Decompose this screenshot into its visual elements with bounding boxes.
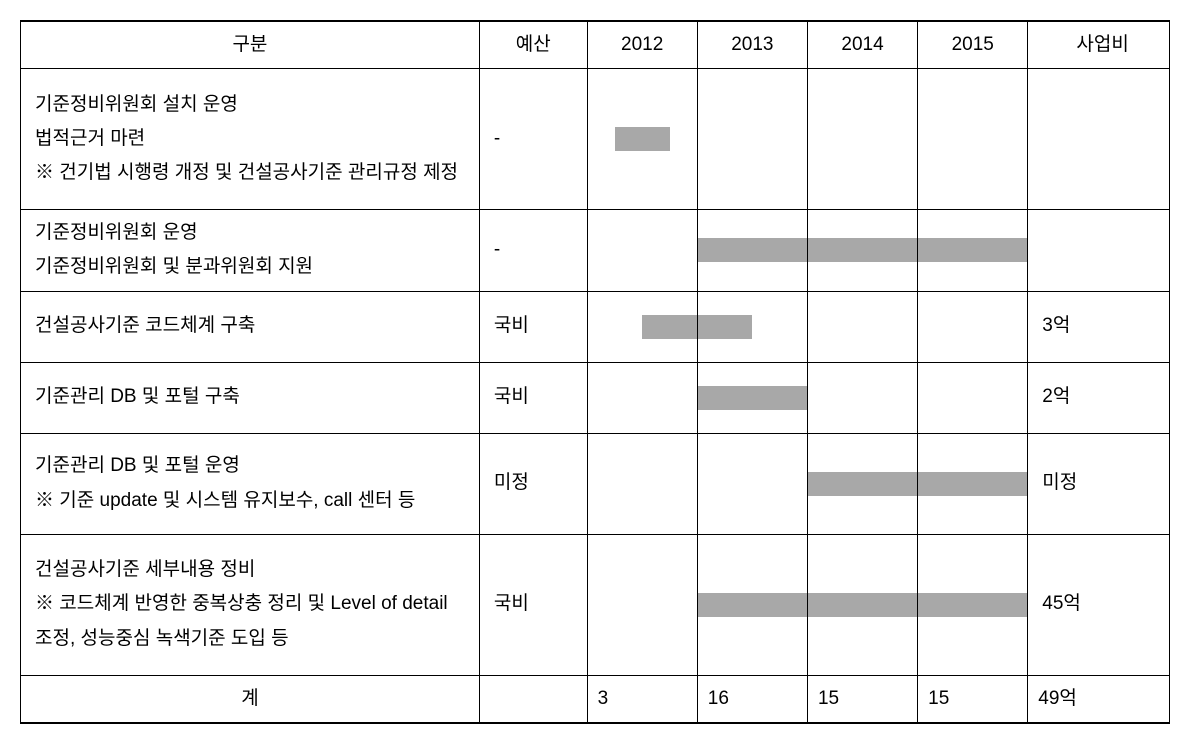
budget-cell: 국비 — [479, 534, 587, 675]
budget-cell: 국비 — [479, 362, 587, 433]
year-cell-2014 — [807, 210, 917, 291]
year-cell-2014 — [807, 362, 917, 433]
total-y2014: 15 — [807, 675, 917, 723]
year-cell-2012 — [587, 69, 697, 210]
desc-cell: 기준정비위원회 설치 운영법적근거 마련※ 건기법 시행령 개정 및 건설공사기… — [21, 69, 480, 210]
header-row: 구분 예산 2012 2013 2014 2015 사업비 — [21, 21, 1170, 69]
gantt-bar — [698, 315, 753, 339]
table-row: 기준정비위원회 운영기준정비위원회 및 분과위원회 지원- — [21, 210, 1170, 291]
budget-cell: 미정 — [479, 433, 587, 534]
year-cell-2015 — [918, 210, 1028, 291]
year-cell-2015 — [918, 69, 1028, 210]
year-cell-2012 — [587, 433, 697, 534]
header-2013: 2013 — [697, 21, 807, 69]
cost-cell: 2억 — [1028, 362, 1170, 433]
gantt-bar — [808, 593, 917, 617]
header-category: 구분 — [21, 21, 480, 69]
table-body: 기준정비위원회 설치 운영법적근거 마련※ 건기법 시행령 개정 및 건설공사기… — [21, 69, 1170, 723]
year-cell-2012 — [587, 534, 697, 675]
total-y2012: 3 — [587, 675, 697, 723]
gantt-bar — [918, 472, 1027, 496]
year-cell-2013 — [697, 210, 807, 291]
header-cost: 사업비 — [1028, 21, 1170, 69]
budget-cell: - — [479, 69, 587, 210]
cost-cell: 3억 — [1028, 291, 1170, 362]
year-cell-2013 — [697, 534, 807, 675]
table-row: 건설공사기준 코드체계 구축국비 3억 — [21, 291, 1170, 362]
header-2012: 2012 — [587, 21, 697, 69]
table-row: 기준정비위원회 설치 운영법적근거 마련※ 건기법 시행령 개정 및 건설공사기… — [21, 69, 1170, 210]
table-row: 건설공사기준 세부내용 정비※ 코드체계 반영한 중복상충 정리 및 Level… — [21, 534, 1170, 675]
year-cell-2013 — [697, 362, 807, 433]
table-row: 기준관리 DB 및 포털 운영※ 기준 update 및 시스템 유지보수, c… — [21, 433, 1170, 534]
year-cell-2015 — [918, 362, 1028, 433]
gantt-bar — [642, 315, 697, 339]
total-budget — [479, 675, 587, 723]
gantt-bar — [698, 593, 807, 617]
desc-cell: 기준관리 DB 및 포털 구축 — [21, 362, 480, 433]
year-cell-2014 — [807, 433, 917, 534]
year-cell-2014 — [807, 534, 917, 675]
schedule-table: 구분 예산 2012 2013 2014 2015 사업비 기준정비위원회 설치… — [20, 20, 1170, 724]
total-y2013: 16 — [697, 675, 807, 723]
year-cell-2013 — [697, 291, 807, 362]
header-2014: 2014 — [807, 21, 917, 69]
year-cell-2015 — [918, 433, 1028, 534]
cost-cell: 45억 — [1028, 534, 1170, 675]
budget-cell: 국비 — [479, 291, 587, 362]
year-cell-2015 — [918, 534, 1028, 675]
budget-cell: - — [479, 210, 587, 291]
cost-cell — [1028, 69, 1170, 210]
total-cost: 49억 — [1028, 675, 1170, 723]
desc-cell: 기준정비위원회 운영기준정비위원회 및 분과위원회 지원 — [21, 210, 480, 291]
desc-cell: 기준관리 DB 및 포털 운영※ 기준 update 및 시스템 유지보수, c… — [21, 433, 480, 534]
year-cell-2012 — [587, 210, 697, 291]
year-cell-2015 — [918, 291, 1028, 362]
year-cell-2012 — [587, 362, 697, 433]
gantt-bar — [918, 593, 1027, 617]
schedule-table-container: 구분 예산 2012 2013 2014 2015 사업비 기준정비위원회 설치… — [20, 20, 1170, 724]
table-row: 기준관리 DB 및 포털 구축국비 2억 — [21, 362, 1170, 433]
total-y2015: 15 — [918, 675, 1028, 723]
year-cell-2012 — [587, 291, 697, 362]
gantt-bar — [808, 472, 917, 496]
gantt-bar — [808, 238, 917, 262]
year-cell-2014 — [807, 291, 917, 362]
cost-cell: 미정 — [1028, 433, 1170, 534]
header-2015: 2015 — [918, 21, 1028, 69]
desc-cell: 건설공사기준 세부내용 정비※ 코드체계 반영한 중복상충 정리 및 Level… — [21, 534, 480, 675]
total-row: 계316151549억 — [21, 675, 1170, 723]
cost-cell — [1028, 210, 1170, 291]
gantt-bar — [918, 238, 1027, 262]
header-budget: 예산 — [479, 21, 587, 69]
gantt-bar — [698, 238, 807, 262]
year-cell-2013 — [697, 433, 807, 534]
total-label: 계 — [21, 675, 480, 723]
year-cell-2014 — [807, 69, 917, 210]
year-cell-2013 — [697, 69, 807, 210]
gantt-bar — [698, 386, 807, 410]
desc-cell: 건설공사기준 코드체계 구축 — [21, 291, 480, 362]
gantt-bar — [615, 127, 670, 151]
